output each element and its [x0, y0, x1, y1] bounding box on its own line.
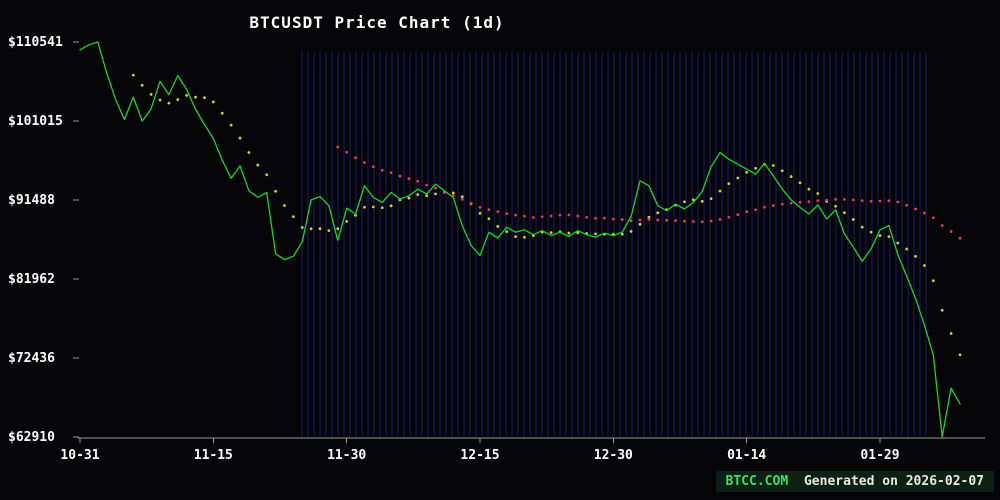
svg-text:01-29: 01-29	[860, 448, 899, 463]
svg-text:$62910: $62910	[8, 430, 55, 445]
footer-generated-date: Generated on 2026-02-07	[803, 474, 984, 489]
svg-text:$110541: $110541	[8, 35, 63, 50]
svg-text:01-14: 01-14	[727, 448, 766, 463]
svg-text:$81962: $81962	[8, 272, 55, 287]
footer-credit: BTCC.COM Generated on 2026-02-07	[715, 471, 994, 492]
svg-text:12-30: 12-30	[594, 448, 633, 463]
svg-text:10-31: 10-31	[60, 448, 99, 463]
svg-text:12-15: 12-15	[460, 448, 499, 463]
footer-brand: BTCC.COM	[725, 474, 789, 489]
svg-text:$72436: $72436	[8, 351, 55, 366]
svg-text:11-15: 11-15	[194, 448, 233, 463]
svg-text:$101015: $101015	[8, 114, 63, 129]
svg-text:11-30: 11-30	[327, 448, 366, 463]
chart-title: BTCUSDT Price Chart (1d)	[249, 13, 505, 32]
svg-text:$91488: $91488	[8, 193, 55, 208]
